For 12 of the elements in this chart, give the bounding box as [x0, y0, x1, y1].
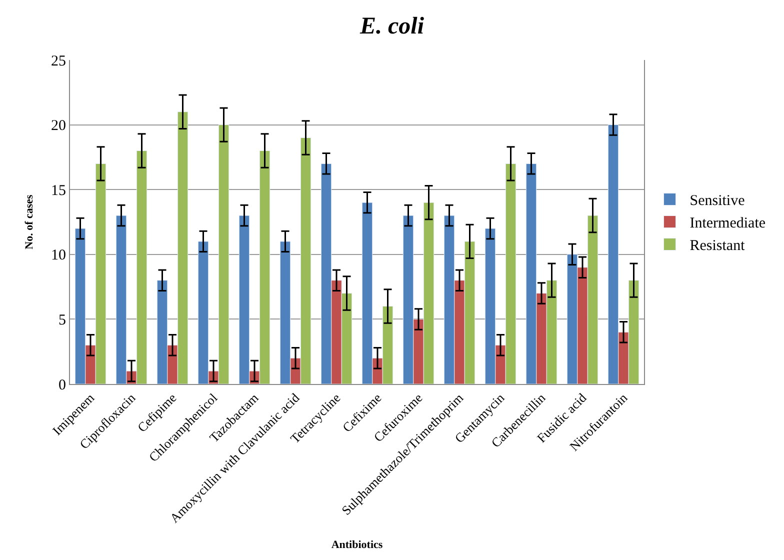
y-axis-title: No. of cases	[24, 194, 36, 250]
chart-title: E. coli	[359, 14, 424, 40]
y-tick-label: 15	[51, 182, 66, 199]
y-tick-label: 0	[58, 377, 66, 394]
y-tick-label: 10	[51, 248, 66, 264]
y-tick-label: 5	[58, 312, 66, 328]
x-axis-title: Antibiotics	[331, 538, 384, 551]
y-tick-label: 25	[51, 53, 66, 70]
y-tick-label: 20	[51, 118, 66, 134]
legend-label: Resistant	[690, 238, 746, 254]
legend-label: Intermediate	[690, 216, 766, 232]
legend-label: Sensitive	[690, 193, 746, 210]
